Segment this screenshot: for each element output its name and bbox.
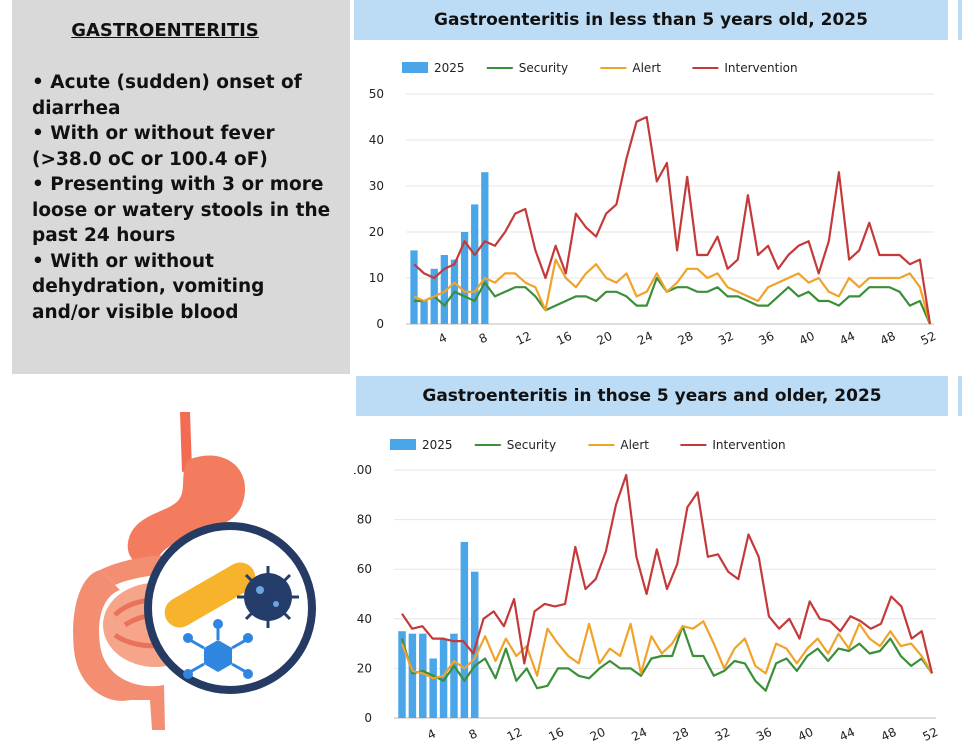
esophagus-shape: [180, 412, 192, 472]
bar-2025: [471, 204, 479, 324]
series-line-intervention: [401, 473, 934, 674]
title-edge-strip: [958, 0, 962, 40]
symptom-list: • Acute (sudden) onset of diarrhea • Wit…: [32, 70, 332, 325]
x-tick-label: 48: [879, 725, 899, 744]
y-tick-label: 10: [369, 271, 384, 285]
x-tick-label: 44: [837, 725, 857, 744]
bar-2025: [440, 255, 448, 324]
legend-label: Intervention: [724, 61, 797, 75]
x-tick-label: 16: [554, 329, 574, 348]
x-tick-label: 36: [754, 725, 774, 744]
bar-2025: [420, 301, 428, 324]
y-tick-label: 0: [364, 711, 372, 725]
virus-icon: [237, 566, 299, 628]
bacteria-rod-icon: [164, 562, 256, 628]
y-tick-label: 80: [357, 513, 372, 527]
bar-2025: [398, 631, 406, 718]
bar-2025: [439, 638, 448, 718]
x-tick-label: 16: [546, 725, 566, 744]
x-tick-label: 32: [716, 329, 736, 348]
y-tick-label: 0: [376, 317, 384, 331]
chart-5-and-older: 0204060801004812162024283236404448522025…: [354, 438, 940, 744]
legend-label: Security: [519, 61, 568, 75]
legend-swatch: [390, 439, 416, 450]
series-line-security: [400, 625, 933, 692]
x-tick-label: 12: [514, 329, 534, 348]
x-tick-label: 12: [505, 725, 525, 744]
x-tick-label: 40: [796, 725, 816, 744]
stomach-shape: [127, 455, 246, 565]
x-tick-label: 36: [757, 329, 777, 348]
x-tick-label: 24: [635, 329, 655, 348]
bar-2025: [450, 633, 458, 718]
series-line-alert: [400, 620, 933, 680]
x-tick-label: 20: [588, 725, 608, 744]
bar-2025: [429, 658, 437, 718]
x-tick-label: 4: [436, 330, 449, 346]
large-intestine-shape: [73, 570, 165, 730]
title-edge-strip: [958, 376, 962, 416]
y-tick-label: 50: [369, 87, 384, 101]
bar-2025: [410, 250, 418, 324]
legend-label: 2025: [422, 438, 453, 452]
info-panel: GASTROENTERITIS • Acute (sudden) onset o…: [12, 0, 350, 374]
y-tick-label: 20: [369, 225, 384, 239]
y-tick-label: 40: [369, 133, 384, 147]
legend-label: 2025: [434, 61, 465, 75]
x-tick-label: 28: [676, 329, 696, 348]
x-tick-label: 20: [595, 329, 615, 348]
info-title: GASTROENTERITIS: [71, 20, 259, 41]
x-tick-label: 8: [477, 330, 490, 346]
legend-label: Alert: [632, 61, 661, 75]
series-line-security: [414, 276, 932, 325]
y-tick-label: 40: [357, 612, 372, 626]
y-tick-label: 100: [354, 463, 372, 477]
symptom-item: • With or without fever (>38.0 oC or 100…: [32, 123, 275, 170]
y-tick-label: 20: [357, 661, 372, 675]
legend-label: Security: [507, 438, 556, 452]
bar-2025: [419, 633, 427, 718]
molecule-icon: [183, 619, 253, 679]
x-tick-label: 8: [467, 726, 480, 742]
chart-title-under5: Gastroenteritis in less than 5 years old…: [354, 0, 948, 40]
y-tick-label: 30: [369, 179, 384, 193]
legend-label: Alert: [620, 438, 649, 452]
legend-label: Intervention: [712, 438, 785, 452]
x-tick-label: 24: [629, 725, 649, 744]
magnifier-lens: [144, 522, 316, 694]
symptom-item: • With or without dehydration, vomiting …: [32, 250, 265, 323]
chart-title-5-and-older: Gastroenteritis in those 5 years and old…: [356, 376, 948, 416]
bar-2025: [460, 232, 469, 324]
x-tick-label: 40: [797, 329, 817, 348]
x-tick-label: 48: [878, 329, 898, 348]
x-tick-label: 32: [713, 725, 733, 744]
bar-2025: [481, 172, 489, 324]
x-tick-label: 52: [918, 329, 938, 348]
x-tick-label: 52: [920, 725, 940, 744]
x-tick-label: 28: [671, 725, 691, 744]
symptom-item: • Acute (sudden) onset of diarrhea: [32, 72, 302, 119]
digestive-system-illustration: [73, 412, 316, 730]
x-tick-label: 44: [837, 329, 857, 348]
bar-2025: [408, 633, 417, 718]
symptom-item: • Presenting with 3 or more loose or wat…: [32, 174, 331, 246]
legend-swatch: [402, 62, 428, 73]
x-tick-label: 4: [425, 726, 438, 742]
series-line-alert: [413, 258, 932, 325]
series-line-intervention: [413, 115, 932, 325]
y-tick-label: 60: [357, 562, 372, 576]
bar-2025: [460, 541, 469, 718]
